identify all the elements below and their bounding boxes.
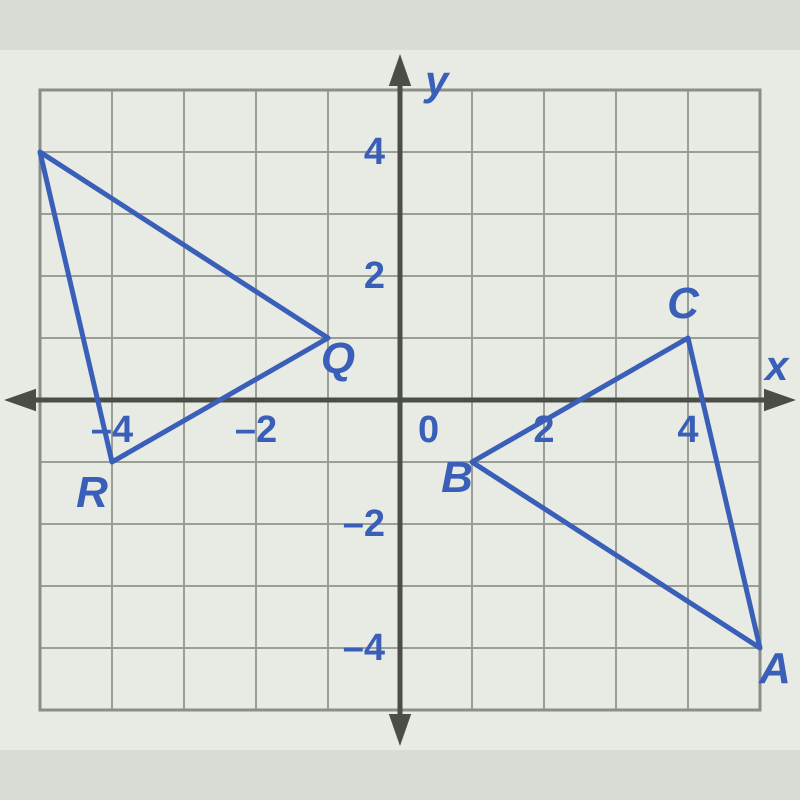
y-tick-label: –2 (343, 503, 385, 545)
y-tick-label: 2 (364, 255, 385, 297)
x-tick-label: –4 (91, 409, 133, 451)
vertex-label-b: B (441, 453, 473, 502)
coordinate-plane: –4–224–4–2240yxPQRABC (0, 50, 800, 750)
x-axis-label: x (763, 342, 790, 389)
origin-label: 0 (418, 409, 439, 451)
y-axis-label: y (423, 57, 451, 104)
vertex-label-a: A (758, 644, 791, 693)
vertex-label-r: R (76, 468, 108, 517)
y-axis-arrow-up (389, 54, 411, 86)
y-axis-arrow-down (389, 714, 411, 746)
graph-svg: –4–224–4–2240yxPQRABC (0, 50, 800, 750)
x-tick-label: 4 (677, 409, 698, 451)
x-tick-label: –2 (235, 409, 277, 451)
y-tick-label: 4 (364, 131, 385, 173)
x-axis-arrow-right (764, 389, 796, 411)
vertex-label-q: Q (321, 334, 355, 383)
x-tick-label: 2 (533, 409, 554, 451)
x-axis-arrow-left (4, 389, 36, 411)
vertex-label-c: C (667, 279, 700, 328)
y-tick-label: –4 (343, 627, 385, 669)
